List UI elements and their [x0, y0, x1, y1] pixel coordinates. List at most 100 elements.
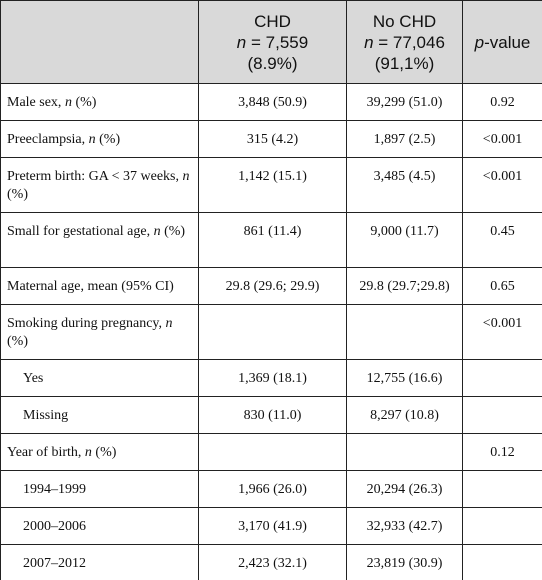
row-label: Year of birth, n (%)	[0, 433, 199, 471]
header-cell: CHD n = 7,559 (8.9%)	[198, 0, 347, 84]
text: -value	[484, 32, 531, 52]
text: n	[364, 32, 374, 52]
cell	[198, 433, 347, 471]
row-label: Small for gestational age, n (%)	[0, 212, 199, 268]
text: n	[165, 316, 173, 331]
text: n	[84, 445, 92, 460]
text: Male sex,	[7, 95, 65, 110]
text: = 77,046	[373, 32, 445, 52]
cell	[198, 304, 347, 360]
header-n: n = 77,046	[353, 32, 456, 53]
text: (%)	[95, 132, 121, 147]
text: Preterm birth: GA < 37 weeks,	[7, 169, 183, 184]
cell: 9,000 (11.7)	[346, 212, 463, 268]
text: 2007–2012	[23, 556, 86, 571]
text: = 7,559	[246, 32, 309, 52]
row: Preterm birth: GA < 37 weeks, n (%) 1,142…	[0, 157, 542, 213]
text: (%)	[160, 224, 186, 239]
row: 1994–1999 1,966 (26.0) 20,294 (26.3)	[0, 470, 542, 508]
cell: 1,897 (2.5)	[346, 120, 463, 158]
cell: 8,297 (10.8)	[346, 396, 463, 434]
text: Maternal age, mean (95% CI)	[7, 279, 174, 294]
text: (%)	[7, 187, 28, 202]
cell: <0.001	[462, 157, 542, 213]
cell	[346, 433, 463, 471]
row-label: 1994–1999	[0, 470, 199, 508]
header-cell: No CHD n = 77,046 (91,1%)	[346, 0, 463, 84]
cell: 315 (4.2)	[198, 120, 347, 158]
text: 1994–1999	[23, 482, 86, 497]
text: (%)	[91, 445, 117, 460]
row-label: Yes	[0, 359, 199, 397]
text: Preeclampsia,	[7, 132, 89, 147]
cell: 3,848 (50.9)	[198, 83, 347, 121]
text: Smoking during pregnancy,	[7, 316, 166, 331]
row: Male sex, n (%) 3,848 (50.9) 39,299 (51.0)…	[0, 83, 542, 121]
cell: 1,142 (15.1)	[198, 157, 347, 213]
cell	[462, 507, 542, 545]
header-cell	[0, 0, 199, 84]
text: (%)	[7, 334, 28, 349]
text: Missing	[23, 408, 69, 423]
cell: 3,170 (41.9)	[198, 507, 347, 545]
header-label: No CHD	[372, 11, 437, 31]
text: 2000–2006	[23, 519, 86, 534]
text: Yes	[23, 371, 44, 386]
text: n	[153, 224, 161, 239]
row: Yes 1,369 (18.1) 12,755 (16.6)	[0, 359, 542, 397]
row: 2000–2006 3,170 (41.9) 32,933 (42.7)	[0, 507, 542, 545]
cell: 0.12	[462, 433, 542, 471]
row: Missing 830 (11.0) 8,297 (10.8)	[0, 396, 542, 434]
row: Maternal age, mean (95% CI) 29.8 (29.6; 2…	[0, 267, 542, 305]
row: Small for gestational age, n (%) 861 (11.…	[0, 212, 542, 268]
cell: 29.8 (29.6; 29.9)	[198, 267, 347, 305]
header-n: n = 7,559	[205, 32, 340, 53]
text: Year of birth,	[7, 445, 85, 460]
row: Preeclampsia, n (%) 315 (4.2) 1,897 (2.5) <…	[0, 120, 542, 158]
cell: 12,755 (16.6)	[346, 359, 463, 397]
cell: 0.92	[462, 83, 542, 121]
cell: 0.65	[462, 267, 542, 305]
cell: 20,294 (26.3)	[346, 470, 463, 508]
cell: <0.001	[462, 120, 542, 158]
row-label: 2007–2012	[0, 544, 199, 580]
text: (%)	[71, 95, 97, 110]
cell: 32,933 (42.7)	[346, 507, 463, 545]
header-pct: (8.9%)	[247, 53, 298, 73]
row-label: Smoking during pregnancy, n (%)	[0, 304, 199, 360]
row-label: Missing	[0, 396, 199, 434]
cell: 29.8 (29.7;29.8)	[346, 267, 463, 305]
text: n	[88, 132, 96, 147]
row-label: Preterm birth: GA < 37 weeks, n (%)	[0, 157, 199, 213]
header-pct: (91,1%)	[374, 53, 435, 73]
cell: 830 (11.0)	[198, 396, 347, 434]
cell: 3,485 (4.5)	[346, 157, 463, 213]
cell	[462, 544, 542, 580]
row-label: Maternal age, mean (95% CI)	[0, 267, 199, 305]
row-label: Preeclampsia, n (%)	[0, 120, 199, 158]
cell: 0.45	[462, 212, 542, 268]
row-label: 2000–2006	[0, 507, 199, 545]
header-label: CHD	[254, 11, 291, 31]
cell: 39,299 (51.0)	[346, 83, 463, 121]
text: n	[236, 32, 247, 52]
header-row: CHD n = 7,559 (8.9%) No CHD n = 77,046 (91,1%…	[0, 0, 542, 84]
header-cell: p-value	[462, 0, 542, 84]
row-label: Male sex, n (%)	[0, 83, 199, 121]
cell: 1,369 (18.1)	[198, 359, 347, 397]
cell: 2,423 (32.1)	[198, 544, 347, 580]
text: n	[64, 95, 72, 110]
text: n	[182, 169, 190, 184]
cell: 23,819 (30.9)	[346, 544, 463, 580]
cell	[462, 359, 542, 397]
cell	[462, 470, 542, 508]
cell: <0.001	[462, 304, 542, 360]
cell	[462, 396, 542, 434]
row: Year of birth, n (%) 0.12	[0, 433, 542, 471]
cell: 1,966 (26.0)	[198, 470, 347, 508]
row: 2007–2012 2,423 (32.1) 23,819 (30.9)	[0, 544, 542, 580]
cell: 861 (11.4)	[198, 212, 347, 268]
cell	[346, 304, 463, 360]
